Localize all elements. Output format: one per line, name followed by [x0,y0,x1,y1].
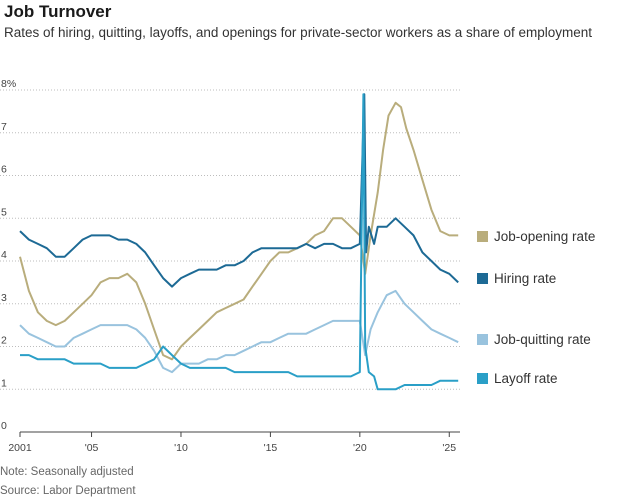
y-tick-label-0: 0 [1,420,7,432]
legend-label-layoff-rate: Layoff rate [494,371,558,386]
x-tick-label-2010: '10 [174,442,188,454]
legend-label-job-quitting-rate: Job-quitting rate [494,332,591,347]
chart-source: Source: Labor Department [0,485,136,497]
series-line-hiring-rate [19,93,459,288]
legend-swatch-job-opening-rate [477,231,488,242]
legend-swatch-job-quitting-rate [477,334,488,345]
chart-title: Job Turnover [4,2,112,21]
chart-note: Note: Seasonally adjusted [0,466,134,478]
y-tick-label-3: 3 [1,292,7,304]
y-tick-label-8: 8% [1,78,16,90]
grid-lines [0,89,460,433]
legend-label-hiring-rate: Hiring rate [494,271,556,286]
x-tick-label-2025: '25 [442,442,456,454]
x-axis: 2001 '05 '10 '15 '20 '25 [8,432,456,454]
series-lines [19,93,459,391]
legend-label-job-opening-rate: Job-opening rate [494,229,595,244]
y-axis-ticks: 0 1 2 3 4 5 6 7 8% [1,78,16,432]
y-tick-label-5: 5 [1,206,7,218]
x-tick-label-2005: '05 [85,442,99,454]
x-tick-label-2001: 2001 [8,442,32,454]
chart-subtitle: Rates of hiring, quitting, layoffs, and … [4,25,593,40]
legend-swatch-hiring-rate [477,273,488,284]
y-tick-label-1: 1 [1,377,7,389]
series-line-job-quitting-rate [19,289,459,374]
x-tick-label-2015: '15 [264,442,278,454]
y-tick-label-2: 2 [1,335,7,347]
y-tick-label-4: 4 [1,249,7,261]
legend: Job-opening rate Hiring rate Job-quitting … [477,229,595,386]
y-tick-label-7: 7 [1,121,7,133]
legend-swatch-layoff-rate [477,373,488,384]
y-tick-label-6: 6 [1,164,7,176]
series-line-job-opening-rate [19,101,459,361]
series-line-layoff-rate [20,93,459,391]
x-tick-label-2020: '20 [353,442,367,454]
